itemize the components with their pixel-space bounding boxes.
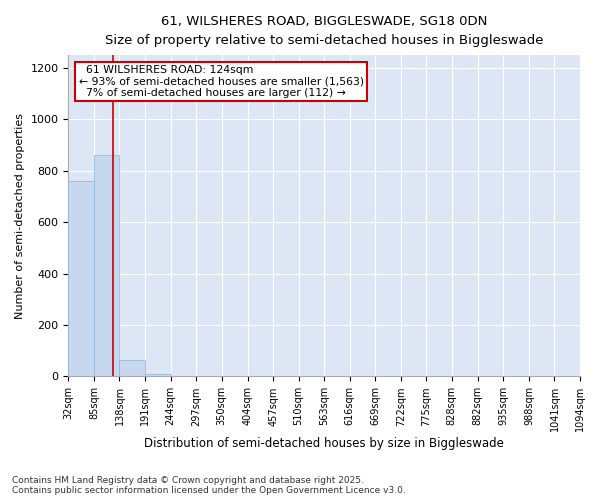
X-axis label: Distribution of semi-detached houses by size in Biggleswade: Distribution of semi-detached houses by … xyxy=(144,437,504,450)
Bar xyxy=(119,360,145,376)
Text: 61 WILSHERES ROAD: 124sqm  
← 93% of semi-detached houses are smaller (1,563)
  : 61 WILSHERES ROAD: 124sqm ← 93% of semi-… xyxy=(79,65,364,98)
Bar xyxy=(145,374,170,376)
Text: Contains HM Land Registry data © Crown copyright and database right 2025.
Contai: Contains HM Land Registry data © Crown c… xyxy=(12,476,406,495)
Title: 61, WILSHERES ROAD, BIGGLESWADE, SG18 0DN
Size of property relative to semi-deta: 61, WILSHERES ROAD, BIGGLESWADE, SG18 0D… xyxy=(105,15,544,47)
Bar xyxy=(68,181,94,376)
Bar xyxy=(94,156,119,376)
Y-axis label: Number of semi-detached properties: Number of semi-detached properties xyxy=(15,113,25,319)
